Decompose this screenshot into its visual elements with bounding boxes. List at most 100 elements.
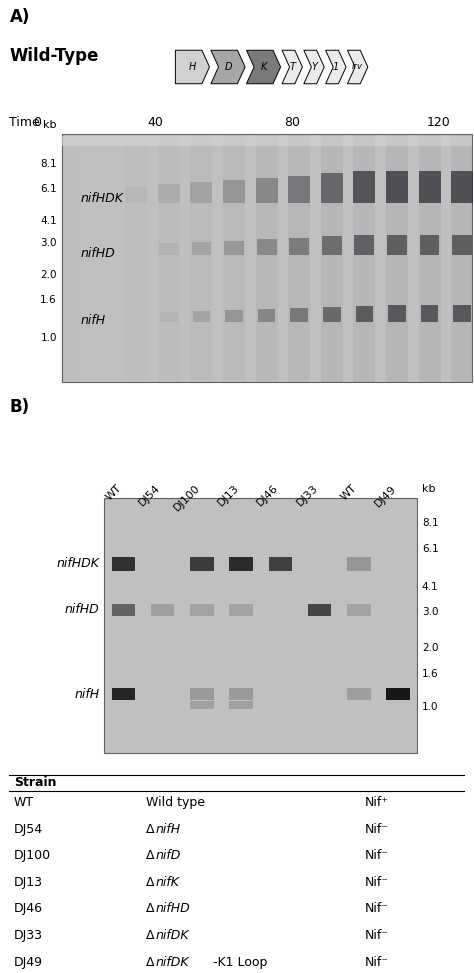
Bar xyxy=(104,497,417,753)
Text: nifDK: nifDK xyxy=(156,929,190,942)
Bar xyxy=(158,185,180,202)
Text: Nif⁻: Nif⁻ xyxy=(365,876,388,889)
Text: 2.0: 2.0 xyxy=(40,270,57,280)
Polygon shape xyxy=(282,51,302,84)
Bar xyxy=(419,234,439,255)
Text: A): A) xyxy=(9,8,30,26)
Text: kb: kb xyxy=(44,120,57,130)
Bar xyxy=(386,688,410,700)
Bar xyxy=(229,688,253,700)
Bar xyxy=(159,243,179,255)
Text: Δ: Δ xyxy=(146,903,155,916)
Bar xyxy=(191,134,212,382)
Bar xyxy=(191,242,211,255)
Bar xyxy=(308,603,331,616)
Text: -K1 Loop: -K1 Loop xyxy=(213,955,267,969)
Bar xyxy=(288,134,310,382)
Text: Nif⁻: Nif⁻ xyxy=(365,849,388,862)
Text: WT: WT xyxy=(339,484,359,503)
Text: DJ54: DJ54 xyxy=(14,823,43,836)
Text: 1.0: 1.0 xyxy=(422,702,438,712)
Text: Δ: Δ xyxy=(146,876,155,889)
Polygon shape xyxy=(347,51,368,84)
Bar xyxy=(451,134,473,382)
Text: DJ46: DJ46 xyxy=(255,484,280,509)
Bar xyxy=(224,240,244,255)
Bar xyxy=(62,134,472,382)
Bar xyxy=(158,134,180,382)
Text: 1.6: 1.6 xyxy=(422,668,438,678)
Text: DJ49: DJ49 xyxy=(14,955,43,969)
Text: Time: Time xyxy=(9,116,40,128)
Bar xyxy=(111,557,135,571)
Bar xyxy=(92,134,115,382)
Text: 1: 1 xyxy=(333,62,339,72)
Text: Nif⁻: Nif⁻ xyxy=(365,823,388,836)
Bar xyxy=(229,702,253,709)
Bar xyxy=(291,307,308,322)
Bar xyxy=(356,306,373,322)
Text: 6.1: 6.1 xyxy=(422,544,438,554)
Text: T: T xyxy=(289,62,295,72)
Bar xyxy=(321,173,343,202)
Bar xyxy=(323,306,341,322)
Bar xyxy=(190,688,213,700)
Bar xyxy=(257,239,276,255)
Bar xyxy=(160,311,178,322)
Text: DJ46: DJ46 xyxy=(14,903,43,916)
Text: 80: 80 xyxy=(284,116,301,128)
Bar xyxy=(347,557,371,571)
Bar xyxy=(269,557,292,571)
Bar xyxy=(125,187,147,202)
Text: Nif⁻: Nif⁻ xyxy=(365,903,388,916)
Bar xyxy=(62,136,472,146)
Text: 1.6: 1.6 xyxy=(40,296,57,306)
Bar xyxy=(419,170,441,202)
Text: 4.1: 4.1 xyxy=(422,582,438,592)
Bar xyxy=(223,180,245,202)
Bar xyxy=(347,603,371,616)
Bar xyxy=(322,236,342,255)
Bar xyxy=(258,308,275,322)
Bar xyxy=(388,306,406,322)
Text: 2.0: 2.0 xyxy=(422,643,438,653)
Text: B): B) xyxy=(9,398,29,415)
Text: 3.0: 3.0 xyxy=(422,607,438,618)
Text: Nif⁻: Nif⁻ xyxy=(365,955,388,969)
Text: 3.0: 3.0 xyxy=(40,238,57,248)
Bar xyxy=(419,134,441,382)
Text: 4.1: 4.1 xyxy=(40,216,57,226)
Text: DJ13: DJ13 xyxy=(216,484,241,509)
Text: 8.1: 8.1 xyxy=(40,159,57,168)
Text: 40: 40 xyxy=(147,116,163,128)
Text: nifK: nifK xyxy=(156,876,180,889)
Polygon shape xyxy=(304,51,324,84)
Bar xyxy=(229,603,253,616)
Bar xyxy=(289,237,309,255)
Text: Nif⁺: Nif⁺ xyxy=(365,796,388,810)
Text: Irv: Irv xyxy=(352,62,363,71)
Bar xyxy=(190,557,213,571)
Text: nifH: nifH xyxy=(81,313,106,327)
Text: 6.1: 6.1 xyxy=(40,184,57,194)
Text: WT: WT xyxy=(14,796,34,810)
Text: nifHDK: nifHDK xyxy=(56,558,100,570)
Text: DJ100: DJ100 xyxy=(14,849,51,862)
Polygon shape xyxy=(246,51,281,84)
Bar xyxy=(192,310,210,322)
Text: DJ100: DJ100 xyxy=(172,484,202,514)
Text: nifHD: nifHD xyxy=(81,246,115,260)
Text: 120: 120 xyxy=(427,116,450,128)
Bar xyxy=(225,309,243,322)
Bar xyxy=(255,134,278,382)
Bar xyxy=(453,306,471,322)
Text: DJ13: DJ13 xyxy=(14,876,43,889)
Polygon shape xyxy=(211,51,245,84)
Text: Δ: Δ xyxy=(146,929,155,942)
Bar xyxy=(355,235,374,255)
Text: kb: kb xyxy=(422,484,435,494)
Text: Wild type: Wild type xyxy=(146,796,205,810)
Bar xyxy=(111,688,135,700)
Polygon shape xyxy=(175,51,210,84)
Bar xyxy=(190,603,213,616)
